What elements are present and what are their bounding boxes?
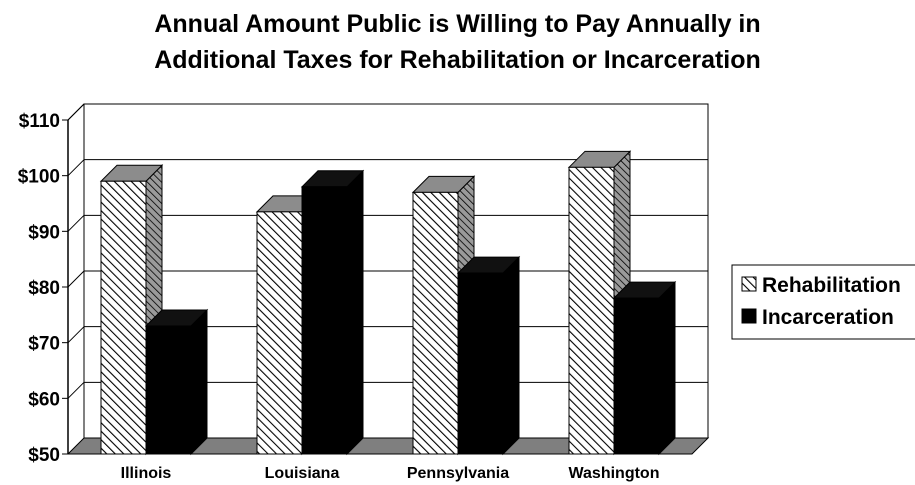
- bar-front: [457, 272, 504, 455]
- y-tick-label: $70: [28, 334, 60, 355]
- bar-side: [190, 308, 208, 456]
- bar: [300, 169, 365, 456]
- y-axis-depth: [67, 103, 85, 121]
- y-tick-label: $60: [28, 389, 60, 410]
- gridline-side: [67, 381, 85, 399]
- bar-front: [613, 297, 660, 455]
- x-axis-categories: Illinois Louisiana Pennsylvania Washington: [121, 465, 660, 482]
- gridline-side: [67, 214, 85, 232]
- legend-box: [731, 264, 915, 340]
- x-category-label: Pennsylvania: [407, 465, 509, 482]
- x-category-label: Illinois: [121, 465, 172, 482]
- bar-front: [568, 166, 615, 455]
- y-tick-label: $50: [28, 445, 60, 466]
- bar-front: [412, 191, 459, 455]
- bar: [99, 164, 164, 456]
- gridline-side: [67, 159, 85, 177]
- legend-swatch: [741, 308, 757, 324]
- bar-front: [256, 211, 303, 455]
- legend-swatch: [741, 276, 757, 292]
- bar-side: [346, 169, 364, 456]
- legend-label: Rehabilitation: [762, 274, 901, 297]
- y-axis: $50 $60 $70 $80 $90 $100 $110: [18, 103, 85, 466]
- bar-side: [658, 280, 676, 456]
- bar-side: [502, 255, 520, 456]
- y-tick-label: $90: [28, 222, 60, 243]
- bar-front: [100, 180, 147, 455]
- bar: [456, 255, 521, 456]
- gridline-side: [67, 270, 85, 288]
- legend: Rehabilitation Incarceration: [731, 264, 915, 340]
- chart-title: Annual Amount Public is Willing to Pay A…: [0, 6, 915, 78]
- bar: [144, 308, 209, 456]
- y-tick-label: $110: [19, 111, 60, 132]
- x-category-label: Washington: [569, 465, 660, 482]
- bar: [612, 280, 677, 456]
- bar-front: [145, 325, 192, 455]
- chart-title-line-2: Additional Taxes for Rehabilitation or I…: [154, 46, 761, 74]
- y-tick-label: $100: [18, 167, 60, 188]
- bars: [99, 150, 677, 456]
- x-category-label: Louisiana: [265, 465, 340, 482]
- y-tick-label: $80: [28, 278, 60, 299]
- gridline-side: [67, 326, 85, 344]
- chart-title-line-1: Annual Amount Public is Willing to Pay A…: [154, 10, 761, 38]
- bar-front: [301, 186, 348, 455]
- legend-label: Incarceration: [762, 306, 894, 329]
